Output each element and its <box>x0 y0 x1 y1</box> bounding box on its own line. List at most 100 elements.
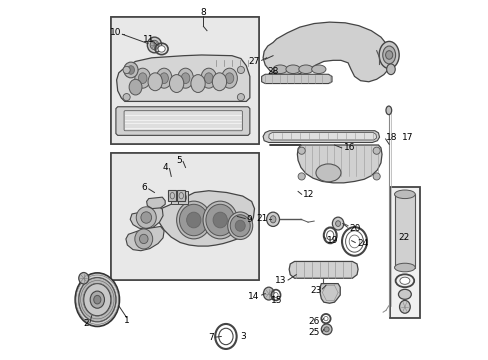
Ellipse shape <box>83 284 111 316</box>
Ellipse shape <box>335 221 340 226</box>
Ellipse shape <box>385 106 391 114</box>
Ellipse shape <box>147 37 162 53</box>
Ellipse shape <box>285 65 300 73</box>
Ellipse shape <box>135 229 152 249</box>
Ellipse shape <box>123 66 130 73</box>
Ellipse shape <box>323 316 327 321</box>
Ellipse shape <box>372 147 380 154</box>
Text: 27: 27 <box>247 57 259 66</box>
Ellipse shape <box>385 51 392 59</box>
Ellipse shape <box>160 73 168 84</box>
Ellipse shape <box>127 66 134 74</box>
Polygon shape <box>130 206 163 229</box>
Text: 8: 8 <box>200 8 206 17</box>
Ellipse shape <box>186 212 201 228</box>
Bar <box>110 153 258 280</box>
Text: 28: 28 <box>267 67 279 76</box>
Polygon shape <box>288 261 357 278</box>
Bar <box>110 153 258 280</box>
Text: 14: 14 <box>247 292 259 301</box>
Text: 3: 3 <box>239 332 245 341</box>
Text: 6: 6 <box>142 183 147 192</box>
Text: 7: 7 <box>208 333 214 342</box>
Ellipse shape <box>237 94 244 101</box>
Bar <box>394 194 414 267</box>
Ellipse shape <box>204 73 213 84</box>
Ellipse shape <box>235 220 244 231</box>
Ellipse shape <box>218 328 233 345</box>
Polygon shape <box>116 55 249 102</box>
Ellipse shape <box>382 46 395 64</box>
Text: 1: 1 <box>123 315 129 324</box>
Ellipse shape <box>129 79 142 95</box>
Text: 11: 11 <box>142 35 154 44</box>
Ellipse shape <box>221 68 237 88</box>
Ellipse shape <box>123 94 130 101</box>
Text: 12: 12 <box>303 190 314 199</box>
Ellipse shape <box>123 62 138 78</box>
Polygon shape <box>125 226 164 251</box>
Ellipse shape <box>225 73 233 84</box>
Ellipse shape <box>90 291 104 308</box>
Polygon shape <box>320 284 340 303</box>
Ellipse shape <box>136 207 156 228</box>
Polygon shape <box>268 132 376 140</box>
Ellipse shape <box>75 273 119 327</box>
Ellipse shape <box>298 147 305 154</box>
Polygon shape <box>263 22 391 82</box>
Ellipse shape <box>176 201 210 239</box>
Ellipse shape <box>79 273 88 284</box>
Ellipse shape <box>141 212 151 223</box>
Text: 24: 24 <box>356 239 367 248</box>
Ellipse shape <box>135 68 150 88</box>
Ellipse shape <box>169 75 183 93</box>
Polygon shape <box>269 145 381 183</box>
Ellipse shape <box>263 287 274 300</box>
Polygon shape <box>263 131 379 143</box>
Polygon shape <box>124 111 242 131</box>
Ellipse shape <box>138 73 147 84</box>
Ellipse shape <box>158 46 165 52</box>
Text: 18: 18 <box>385 133 397 142</box>
Ellipse shape <box>372 173 380 180</box>
Ellipse shape <box>345 231 363 252</box>
Text: 9: 9 <box>246 215 251 224</box>
Ellipse shape <box>230 215 250 237</box>
Ellipse shape <box>378 41 398 68</box>
Polygon shape <box>261 74 331 84</box>
Ellipse shape <box>94 296 101 304</box>
Ellipse shape <box>237 66 244 73</box>
Text: 16: 16 <box>343 143 355 152</box>
Ellipse shape <box>177 68 193 88</box>
Text: 5: 5 <box>176 156 182 165</box>
Text: 17: 17 <box>401 132 412 141</box>
Text: 26: 26 <box>308 316 320 325</box>
Ellipse shape <box>399 300 409 313</box>
Text: 19: 19 <box>326 235 338 244</box>
Text: 25: 25 <box>308 328 320 337</box>
Ellipse shape <box>399 277 409 284</box>
Ellipse shape <box>190 75 205 93</box>
Ellipse shape <box>326 231 333 240</box>
Ellipse shape <box>179 204 207 236</box>
Ellipse shape <box>181 73 189 84</box>
Ellipse shape <box>394 190 414 199</box>
Polygon shape <box>158 191 254 246</box>
Ellipse shape <box>321 324 331 335</box>
Bar <box>168 190 176 202</box>
Text: 21: 21 <box>256 214 267 223</box>
Ellipse shape <box>386 64 394 75</box>
Text: 20: 20 <box>348 224 360 233</box>
Bar <box>110 18 258 144</box>
Ellipse shape <box>394 263 414 272</box>
Text: 22: 22 <box>398 233 409 242</box>
Ellipse shape <box>227 212 252 239</box>
Ellipse shape <box>298 173 305 180</box>
Ellipse shape <box>311 65 325 73</box>
Text: 2: 2 <box>83 319 89 328</box>
Ellipse shape <box>398 289 410 299</box>
Ellipse shape <box>272 65 287 73</box>
Ellipse shape <box>298 65 312 73</box>
Ellipse shape <box>270 216 275 223</box>
Ellipse shape <box>139 234 148 244</box>
